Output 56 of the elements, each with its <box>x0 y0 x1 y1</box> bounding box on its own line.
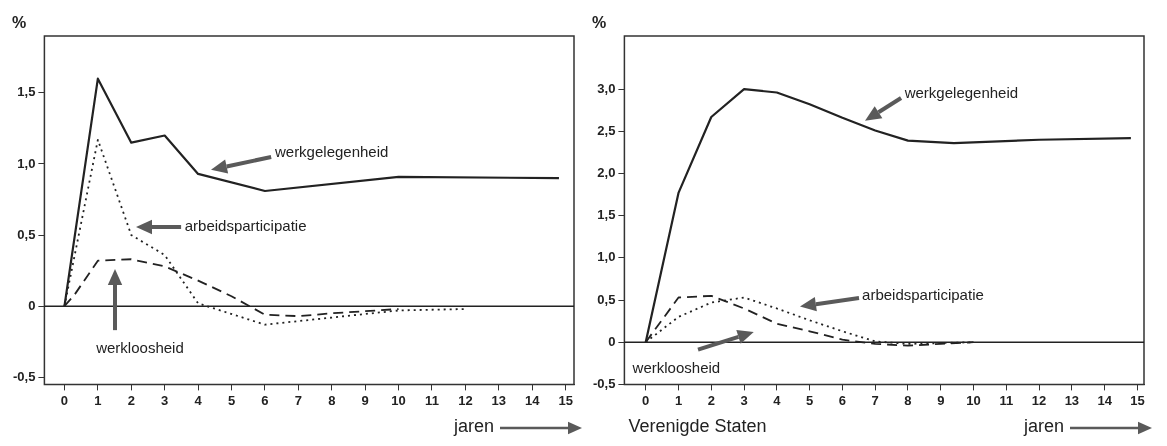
x-tick-label: 12 <box>1031 392 1047 408</box>
y-tick-label: -0,5 <box>592 375 616 391</box>
x-tick-label: 6 <box>261 392 269 408</box>
y-tick-label: 0 <box>28 297 36 313</box>
y-tick-label: 2,5 <box>597 122 616 138</box>
y-tick-label: 3,0 <box>597 80 616 96</box>
x-tick-label: 7 <box>294 392 302 408</box>
x-tick-label: 2 <box>127 392 135 408</box>
x-tick-label: 12 <box>458 392 473 408</box>
x-tick-label: 4 <box>773 392 782 408</box>
x-tick-label: 11 <box>999 392 1014 408</box>
y-tick-label: 1,0 <box>17 155 36 171</box>
x-tick-label: 8 <box>328 392 336 408</box>
y-tick-label: 0,5 <box>17 226 36 242</box>
series-label: arbeidsparticipatie <box>184 216 307 234</box>
x-axis-title: jaren <box>452 415 495 436</box>
y-tick-label: 1,0 <box>597 249 616 265</box>
y-tick-label: -0,5 <box>12 368 36 384</box>
x-tick-label: 15 <box>558 392 573 408</box>
x-tick-label: 8 <box>904 392 912 408</box>
x-tick-label: 5 <box>227 392 236 408</box>
x-tick-label: 2 <box>707 392 715 408</box>
y-axis-title: % <box>592 14 607 32</box>
text: arbeidsparticipatie <box>862 285 984 303</box>
y-tick-label: 2,0 <box>597 165 616 181</box>
x-tick-label: 0 <box>60 392 69 408</box>
y-tick-label: 1,5 <box>597 207 616 223</box>
x-tick-label: 13 <box>491 392 507 408</box>
x-tick-label: 5 <box>806 392 814 408</box>
x-tick-label: 10 <box>391 392 406 408</box>
x-tick-label: 14 <box>525 392 541 408</box>
x-axis-title: jaren <box>1022 415 1065 436</box>
x-tick-label: 9 <box>937 392 945 408</box>
x-tick-label: 15 <box>1130 392 1145 408</box>
x-tick-label: 3 <box>161 392 169 408</box>
x-tick-label: 6 <box>838 392 847 408</box>
x-tick-label: 11 <box>425 392 439 408</box>
x-tick-label: 13 <box>1064 392 1080 408</box>
y-tick-label: 1,5 <box>17 84 36 100</box>
x-tick-label: 1 <box>674 392 683 408</box>
x-tick-label: 7 <box>871 392 879 408</box>
y-tick-label: 0 <box>608 333 616 349</box>
x-tick-label: 4 <box>194 392 203 408</box>
x-tick-label: 3 <box>740 392 748 408</box>
text: Verenigde Staten <box>628 415 767 436</box>
text: werkgelegenheid <box>903 83 1019 101</box>
text: werkloosheid <box>95 338 184 356</box>
y-tick-label: 0,5 <box>597 291 616 307</box>
y-axis-title: % <box>12 14 27 32</box>
series-label: werkloosheid <box>631 359 721 377</box>
series-label: werkgelegenheid <box>273 142 389 160</box>
x-tick-label: 9 <box>361 392 369 408</box>
x-tick-label: 0 <box>642 392 650 408</box>
x-tick-label: 14 <box>1097 392 1113 408</box>
x-tick-label: 1 <box>94 392 102 408</box>
x-tick-label: 10 <box>966 392 981 408</box>
